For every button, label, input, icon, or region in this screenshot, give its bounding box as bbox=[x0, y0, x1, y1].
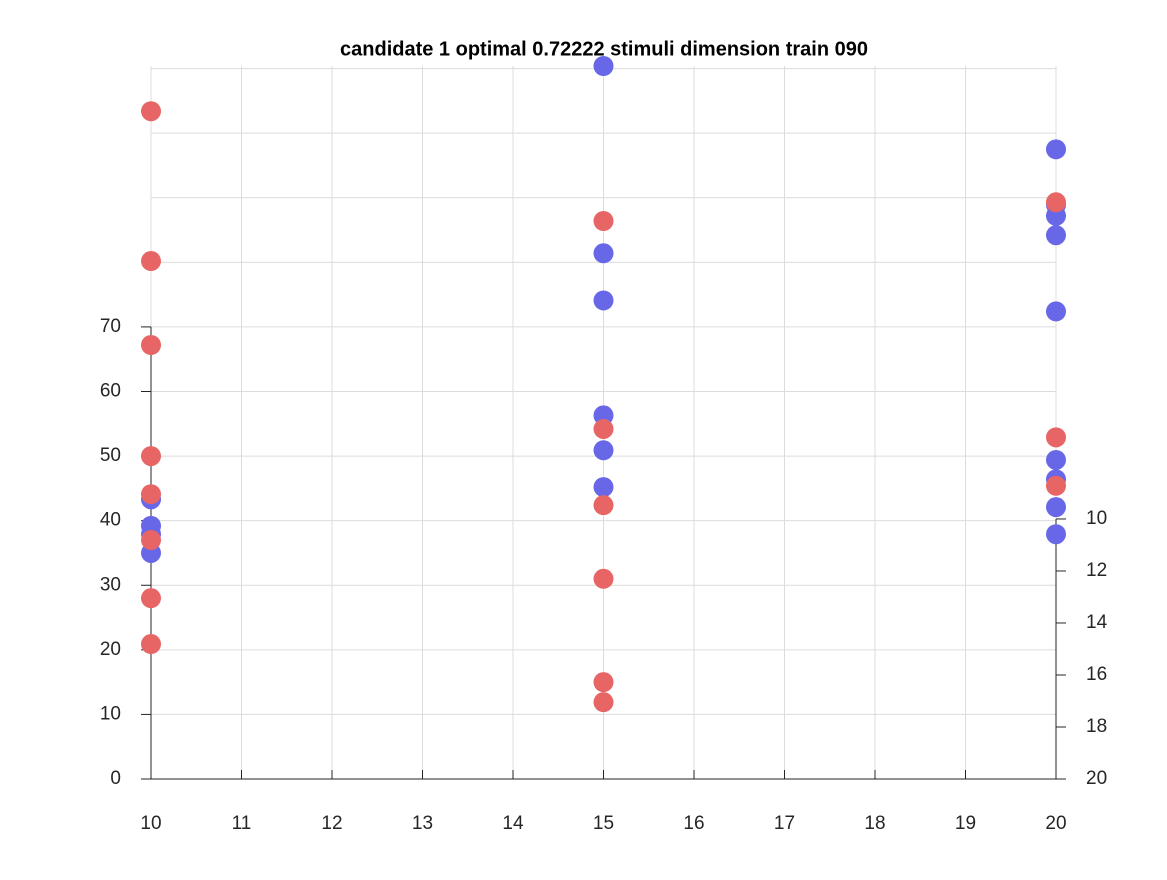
x-tick-label: 12 bbox=[321, 813, 342, 834]
y-tick-label: 0 bbox=[110, 768, 121, 789]
x-tick-label: 14 bbox=[502, 813, 524, 834]
point bbox=[593, 672, 614, 693]
point bbox=[1046, 524, 1066, 545]
x-tick-label: 17 bbox=[774, 813, 795, 834]
point bbox=[141, 335, 161, 355]
point bbox=[1046, 139, 1066, 160]
point bbox=[593, 56, 614, 76]
x-tick-label: 18 bbox=[864, 813, 885, 834]
x-tick-label: 13 bbox=[412, 813, 433, 834]
y2-tick-label: 16 bbox=[1086, 664, 1107, 685]
point bbox=[141, 484, 161, 505]
chart-title: candidate 1 optimal 0.72222 stimuli dime… bbox=[340, 38, 868, 60]
point bbox=[1046, 301, 1066, 322]
point bbox=[593, 211, 614, 231]
point bbox=[1046, 192, 1066, 213]
y2-tick-label: 10 bbox=[1086, 508, 1107, 529]
point bbox=[141, 101, 161, 122]
y2-tick-label: 14 bbox=[1086, 612, 1108, 633]
y-tick-label: 30 bbox=[100, 574, 121, 595]
y-tick-label: 10 bbox=[100, 703, 121, 724]
point bbox=[593, 495, 614, 516]
point bbox=[593, 568, 614, 589]
point bbox=[1046, 449, 1066, 470]
y2-tick-label: 18 bbox=[1086, 716, 1107, 737]
x-tick-label: 19 bbox=[955, 813, 976, 834]
x-tick-label: 15 bbox=[593, 813, 614, 834]
point bbox=[593, 243, 614, 264]
x-tick-label: 10 bbox=[140, 813, 161, 834]
point bbox=[141, 588, 161, 609]
y-tick-label: 50 bbox=[100, 445, 121, 466]
point bbox=[1046, 225, 1066, 246]
y-tick-label: 60 bbox=[100, 381, 121, 402]
point bbox=[141, 446, 161, 467]
point bbox=[593, 440, 614, 461]
x-tick-label: 11 bbox=[232, 813, 252, 834]
point bbox=[141, 251, 161, 272]
point bbox=[141, 634, 161, 655]
y-tick-label: 70 bbox=[100, 316, 121, 337]
point bbox=[1046, 475, 1066, 496]
point bbox=[593, 692, 614, 713]
x-tick-label: 20 bbox=[1045, 813, 1066, 834]
point bbox=[141, 530, 161, 551]
y2-tick-label: 12 bbox=[1086, 560, 1107, 581]
point bbox=[1046, 427, 1066, 448]
point bbox=[593, 418, 614, 439]
point bbox=[593, 290, 614, 311]
y-tick-label: 40 bbox=[100, 510, 121, 531]
point bbox=[593, 477, 614, 498]
point bbox=[1046, 497, 1066, 518]
x-tick-label: 16 bbox=[683, 813, 704, 834]
y2-tick-label: 20 bbox=[1086, 768, 1107, 789]
y-tick-label: 20 bbox=[100, 639, 121, 660]
